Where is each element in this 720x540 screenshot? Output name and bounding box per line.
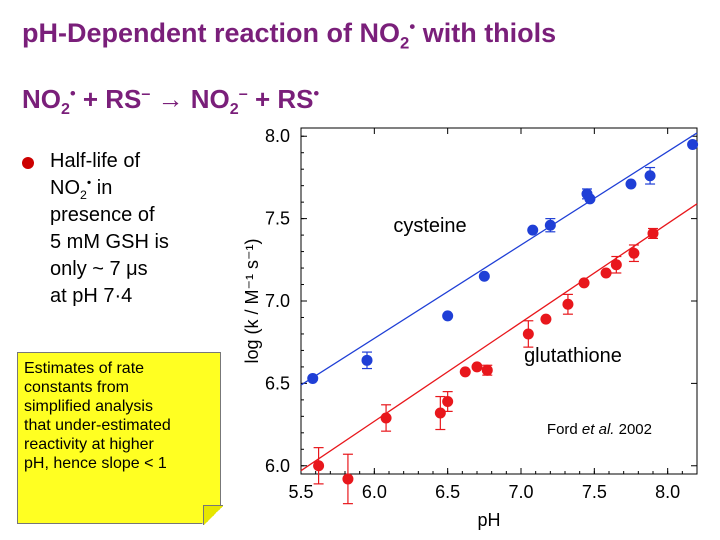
bullet-line-6: at pH 7·4	[50, 285, 133, 307]
reactant-no2: NO	[22, 84, 61, 114]
title-end: with thiols	[415, 18, 557, 48]
cysteine-point	[307, 372, 319, 384]
title-p: p	[22, 18, 39, 48]
note-line-6: pH, hence slope < 1	[24, 455, 167, 472]
x-tick-label: 6.0	[362, 482, 387, 502]
title-sub: 2	[400, 33, 410, 53]
reactant-rs-sup: –	[141, 84, 151, 103]
note-line-2: constants from	[24, 379, 129, 396]
y-tick-label: 7.5	[265, 209, 290, 229]
product-rs: + RS	[247, 84, 314, 114]
half-life-bullet: Half-life of NO2• in presence of 5 mM GS…	[50, 148, 240, 310]
cysteine-point	[478, 270, 490, 282]
slide-title: pH-Dependent reaction of NO2• with thiol…	[22, 17, 557, 53]
x-tick-label: 8.0	[655, 482, 680, 502]
glutathione-point	[380, 412, 392, 424]
product-rs-sup: •	[313, 84, 320, 103]
x-tick-label: 7.5	[582, 482, 607, 502]
reactant-no2-sub: 2	[61, 100, 70, 119]
x-tick-label: 6.5	[435, 482, 460, 502]
product-no2-sup: –	[238, 84, 248, 103]
cysteine-point	[644, 170, 656, 182]
cysteine-point	[687, 138, 699, 150]
title-text: H-Dependent reaction of NO	[38, 18, 401, 48]
series-label-cysteine: cysteine	[393, 215, 466, 237]
y-tick-label: 7.0	[265, 291, 290, 311]
glutathione-point	[578, 277, 590, 289]
glutathione-point	[459, 366, 471, 378]
reactant-no2-sup: •	[69, 84, 76, 103]
bullet-no2-sub: 2	[80, 188, 87, 202]
glutathione-point	[442, 396, 454, 408]
bullet-line-1: Half-life of	[50, 150, 141, 172]
glutathione-point	[434, 407, 446, 419]
note-line-4: that under-estimated	[24, 417, 171, 434]
cysteine-point	[544, 219, 556, 231]
series-label-glutathione: glutathione	[524, 345, 622, 367]
bullet-line-2: NO2• in	[50, 175, 240, 202]
attribution-year: 2002	[614, 421, 652, 438]
reaction-arrow: →	[150, 84, 191, 114]
x-tick-label: 7.0	[508, 482, 533, 502]
glutathione-point	[647, 227, 659, 239]
cysteine-point	[361, 354, 373, 366]
bullet-line-4: 5 mM GSH is	[50, 231, 169, 253]
glutathione-point	[481, 364, 493, 376]
cysteine-point	[527, 224, 539, 236]
bullet-icon	[22, 157, 34, 169]
glutathione-point	[522, 328, 534, 340]
reaction-equation: NO2• + RS– → NO2– + RS•	[22, 84, 320, 119]
attribution-author: Ford	[547, 421, 582, 438]
y-axis-label: log (k / M⁻¹ s⁻¹)	[242, 239, 262, 364]
product-no2: NO	[190, 84, 230, 114]
title-sup: •	[409, 17, 416, 36]
cysteine-point	[625, 178, 637, 190]
bullet-no2: NO	[50, 177, 80, 199]
note-fold-corner	[203, 505, 223, 525]
attribution-etal: et al.	[582, 421, 615, 438]
reactant-rs: + RS	[75, 84, 142, 114]
note-line-5: reactivity at higher	[24, 436, 154, 453]
product-no2-sub: 2	[229, 100, 239, 119]
glutathione-point	[628, 247, 640, 259]
glutathione-point	[600, 267, 612, 279]
sticky-note: Estimates of rate constants from simplif…	[17, 352, 221, 524]
attribution: Ford et al. 2002	[547, 421, 652, 438]
glutathione-point	[540, 313, 552, 325]
glutathione-point	[610, 259, 622, 271]
y-tick-label: 6.5	[265, 373, 290, 393]
cysteine-fit-line	[300, 132, 698, 386]
bullet-no2-sup: •	[86, 175, 92, 190]
cysteine-point	[442, 310, 454, 322]
x-tick-label: 5.5	[288, 482, 313, 502]
y-tick-label: 8.0	[265, 126, 290, 146]
note-line-3: simplified analysis	[24, 398, 153, 415]
bullet-line-5: only ~ 7 μs	[50, 258, 148, 280]
glutathione-point	[562, 298, 574, 310]
bullet-line-3: presence of	[50, 204, 155, 226]
x-axis-label: pH	[477, 510, 500, 530]
glutathione-point	[342, 473, 354, 485]
cysteine-point	[584, 193, 596, 205]
glutathione-point	[471, 361, 483, 373]
glutathione-point	[313, 460, 325, 472]
glutathione-fit-line	[300, 203, 698, 472]
y-tick-label: 6.0	[265, 456, 290, 476]
note-line-1: Estimates of rate	[24, 360, 145, 377]
bullet-in: in	[91, 177, 113, 199]
